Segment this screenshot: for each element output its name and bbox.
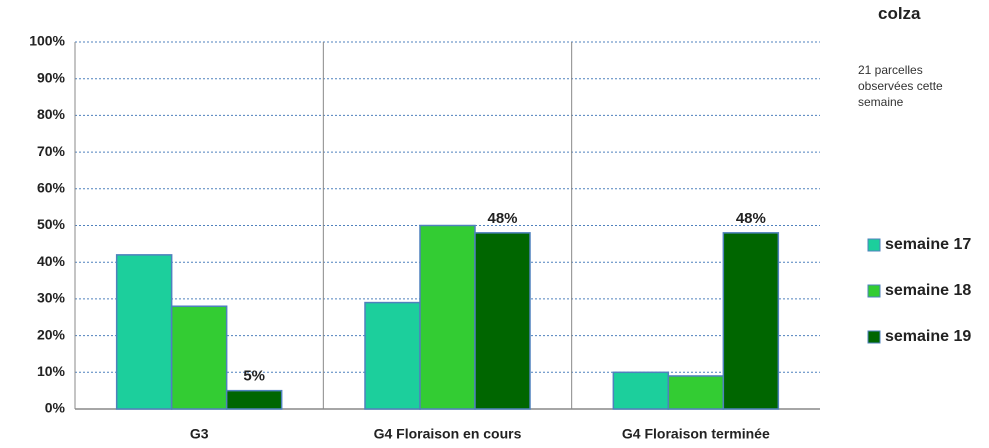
legend-label: semaine 17 [885, 236, 971, 253]
bar [419, 224, 476, 410]
chart-title: colza [878, 4, 921, 23]
data-label: 48% [736, 210, 766, 227]
x-tick-label: G4 Floraison en cours [374, 426, 522, 442]
y-tick-label: 20% [37, 326, 66, 342]
legend-swatch [867, 238, 881, 252]
y-tick-label: 30% [37, 290, 66, 306]
y-tick-label: 70% [37, 143, 66, 159]
y-tick-label: 80% [37, 106, 66, 122]
legend-swatch [867, 284, 881, 298]
bar [364, 301, 421, 410]
y-tick-label: 0% [45, 400, 66, 416]
y-tick-label: 10% [37, 363, 66, 379]
chart-subtitle: 21 parcelles observées cette semaine [858, 63, 943, 109]
data-label: 48% [487, 210, 517, 227]
y-tick-label: 60% [37, 180, 66, 196]
y-tick-label: 90% [37, 69, 66, 85]
x-tick-label: G3 [190, 426, 209, 442]
bar [115, 254, 173, 410]
bar [612, 371, 670, 410]
legend-swatch [867, 330, 881, 344]
x-tick-label: G4 Floraison terminée [622, 426, 770, 442]
legend-label: semaine 19 [885, 328, 971, 345]
bar [474, 232, 531, 410]
bar [225, 389, 283, 410]
bar [722, 232, 780, 410]
y-tick-label: 40% [37, 253, 66, 269]
data-label: 5% [243, 368, 265, 385]
bar [667, 375, 725, 410]
legend-label: semaine 18 [885, 282, 971, 299]
y-tick-label: 100% [29, 33, 65, 49]
bar [170, 305, 228, 410]
y-tick-label: 50% [37, 216, 66, 232]
